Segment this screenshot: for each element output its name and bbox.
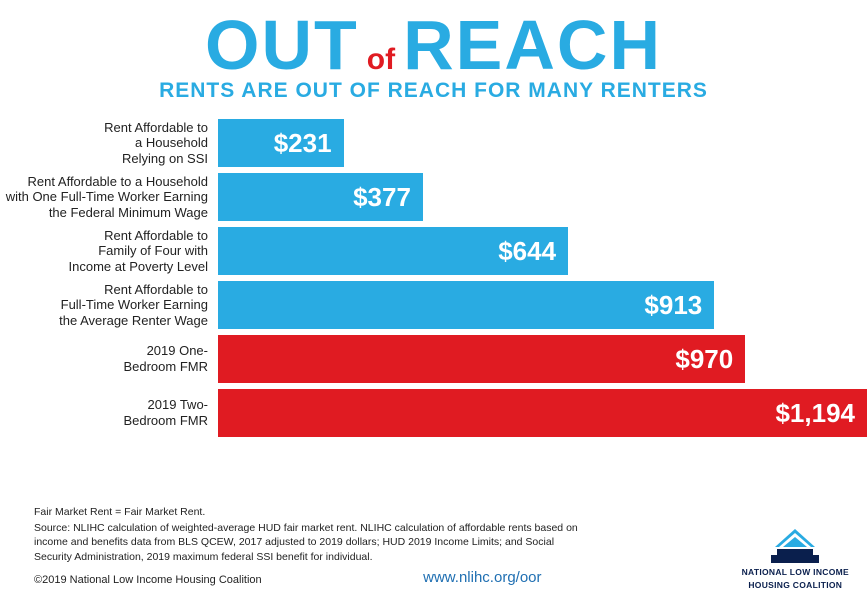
chart-row: Rent Affordable toFamily of Four withInc… — [0, 227, 867, 275]
footer: Fair Market Rent = Fair Market Rent. Sou… — [34, 505, 833, 588]
title: OUT of REACH — [0, 14, 867, 77]
footer-note: Fair Market Rent = Fair Market Rent. — [34, 505, 833, 519]
house-icon — [767, 527, 823, 565]
chart-row: 2019 One-Bedroom FMR $970 — [0, 335, 867, 383]
bar-label: Rent Affordable toa HouseholdRelying on … — [0, 120, 218, 167]
bar: $913 — [218, 281, 714, 329]
bar-label: 2019 Two-Bedroom FMR — [0, 397, 218, 428]
subtitle: RENTS ARE OUT OF REACH FOR MANY RENTERS — [0, 79, 867, 103]
title-of: of — [367, 43, 395, 77]
title-out: OUT — [205, 14, 359, 77]
bar-value: $913 — [644, 290, 702, 321]
bar-label: Rent Affordable to a Householdwith One F… — [0, 174, 218, 221]
bar-value: $377 — [353, 182, 411, 213]
bar-track: $231 — [218, 119, 867, 167]
bar-value: $970 — [675, 344, 733, 375]
title-reach: REACH — [403, 14, 662, 77]
footer-url: www.nlihc.org/oor — [262, 568, 703, 588]
bar-track: $1,194 — [218, 389, 867, 437]
footer-source: Source: NLIHC calculation of weighted-av… — [34, 521, 594, 564]
bar: $1,194 — [218, 389, 867, 437]
bar-value: $1,194 — [775, 398, 855, 429]
bar-label: Rent Affordable toFamily of Four withInc… — [0, 228, 218, 275]
chart-row: Rent Affordable toFull-Time Worker Earni… — [0, 281, 867, 329]
logo-text-line1: NATIONAL LOW INCOME — [742, 568, 849, 577]
chart-row: Rent Affordable to a Householdwith One F… — [0, 173, 867, 221]
bar-chart: Rent Affordable toa HouseholdRelying on … — [0, 119, 867, 437]
bar-value: $231 — [274, 128, 332, 159]
bar-track: $970 — [218, 335, 867, 383]
bar: $644 — [218, 227, 568, 275]
bar-track: $913 — [218, 281, 867, 329]
bar-track: $377 — [218, 173, 867, 221]
footer-copyright: ©2019 National Low Income Housing Coalit… — [34, 573, 262, 588]
bar-label: 2019 One-Bedroom FMR — [0, 343, 218, 374]
bar-track: $644 — [218, 227, 867, 275]
bar: $377 — [218, 173, 423, 221]
bar: $231 — [218, 119, 344, 167]
header: OUT of REACH RENTS ARE OUT OF REACH FOR … — [0, 0, 867, 103]
bar: $970 — [218, 335, 745, 383]
logo-text-line2: HOUSING COALITION — [748, 581, 842, 590]
nlihc-logo: NATIONAL LOW INCOME HOUSING COALITION — [742, 527, 849, 590]
chart-row: 2019 Two-Bedroom FMR $1,194 — [0, 389, 867, 437]
chart-row: Rent Affordable toa HouseholdRelying on … — [0, 119, 867, 167]
bar-label: Rent Affordable toFull-Time Worker Earni… — [0, 282, 218, 329]
bar-value: $644 — [498, 236, 556, 267]
